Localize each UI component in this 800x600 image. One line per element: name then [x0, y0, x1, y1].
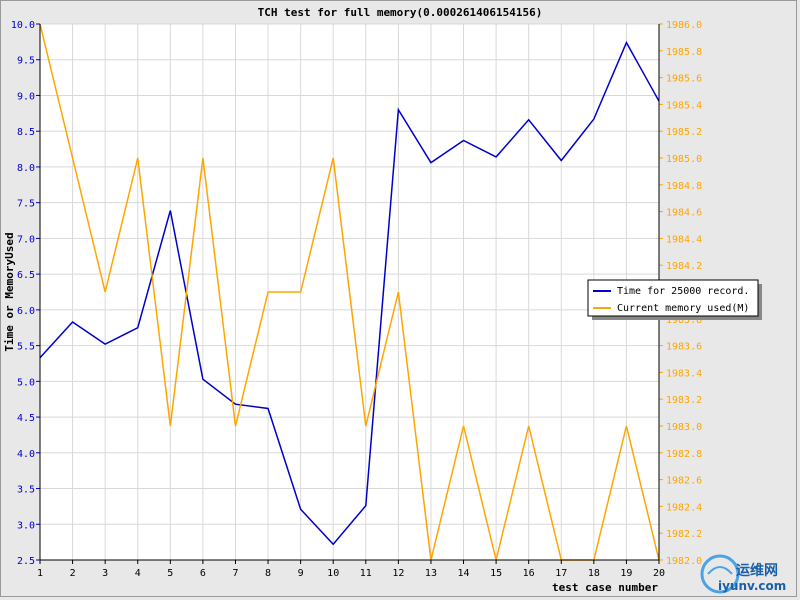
left-tick-label: 5.5 [17, 342, 35, 353]
right-tick-label: 1982.2 [666, 529, 702, 540]
x-tick-label: 13 [425, 568, 437, 579]
right-tick-label: 1985.0 [666, 154, 702, 165]
watermark-logo-icon [700, 554, 740, 594]
x-tick-label: 17 [555, 568, 567, 579]
right-tick-label: 1983.0 [666, 422, 702, 433]
left-tick-label: 7.0 [17, 234, 35, 245]
right-tick-label: 1983.8 [666, 315, 702, 326]
x-tick-label: 10 [327, 568, 339, 579]
right-tick-label: 1983.2 [666, 395, 702, 406]
right-tick-label: 1982.8 [666, 449, 702, 460]
left-tick-label: 3.5 [17, 485, 35, 496]
right-tick-label: 1984.6 [666, 208, 702, 219]
x-tick-label: 7 [232, 568, 238, 579]
left-tick-label: 3.0 [17, 520, 35, 531]
left-tick-label: 5.0 [17, 377, 35, 388]
x-tick-label: 19 [620, 568, 632, 579]
left-tick-label: 9.0 [17, 91, 35, 102]
x-tick-label: 18 [588, 568, 600, 579]
right-tick-label: 1984.4 [666, 234, 702, 245]
right-tick-label: 1986.0 [666, 20, 702, 31]
right-tick-label: 1982.6 [666, 476, 702, 487]
x-axis-label: test case number [552, 581, 658, 594]
right-tick-label: 1985.2 [666, 127, 702, 138]
x-tick-label: 20 [653, 568, 665, 579]
x-tick-label: 14 [458, 568, 470, 579]
right-tick-label: 1984.2 [666, 261, 702, 272]
x-tick-label: 12 [392, 568, 404, 579]
x-tick-label: 16 [523, 568, 535, 579]
series-line-time [39, 40, 660, 546]
grid-lines [39, 23, 660, 561]
x-tick-label: 9 [298, 568, 304, 579]
y-axis-label: Time or MemoryUsed [3, 232, 16, 351]
right-tick-label: 1985.4 [666, 100, 702, 111]
x-tick-label: 1 [37, 568, 43, 579]
left-tick-label: 4.0 [17, 449, 35, 460]
x-tick-label: 2 [70, 568, 76, 579]
left-tick-label: 6.5 [17, 270, 35, 281]
x-tick-label: 4 [135, 568, 141, 579]
series-layer [39, 23, 660, 561]
x-tick-label: 5 [167, 568, 173, 579]
x-tick-label: 11 [360, 568, 372, 579]
left-tick-label: 2.5 [17, 556, 35, 567]
left-tick-label: 9.5 [17, 56, 35, 67]
left-tick-label: 8.5 [17, 127, 35, 138]
left-tick-label: 4.5 [17, 413, 35, 424]
right-tick-label: 1983.6 [666, 342, 702, 353]
left-tick-label: 8.0 [17, 163, 35, 174]
series-line-memory [39, 23, 660, 561]
right-tick-label: 1985.6 [666, 74, 702, 85]
left-axis-ticks: 2.5 3.0 3.5 4.0 4.5 5.0 5.5 6.0 6.5 7.0 7.5 8.0 8.5 9… [11, 20, 41, 567]
legend: Time for 25000 record. Current memory us… [587, 279, 762, 320]
chart-title: TCH test for full memory(0.0002614061541… [258, 6, 543, 19]
x-tick-label: 15 [490, 568, 502, 579]
left-tick-label: 7.5 [17, 199, 35, 210]
x-axis-ticks: 1 2 3 4 5 6 7 8 9 10 11 12 13 14 15 16 17 18 19 20 [37, 559, 665, 579]
right-tick-label: 1984.8 [666, 181, 702, 192]
legend-label-memory: Current memory used(M) [617, 303, 749, 314]
legend-label-time: Time for 25000 record. [617, 286, 749, 297]
right-tick-label: 1985.8 [666, 47, 702, 58]
left-tick-label: 6.0 [17, 306, 35, 317]
x-tick-label: 8 [265, 568, 271, 579]
right-tick-label: 1983.4 [666, 368, 702, 379]
right-tick-label: 1982.0 [666, 556, 702, 567]
x-tick-label: 6 [200, 568, 206, 579]
right-tick-label: 1982.4 [666, 502, 702, 513]
watermark: 运维网 iyunv.com [700, 554, 786, 594]
legend-box [587, 279, 759, 317]
watermark-url-text: iyunv.com [718, 579, 786, 593]
watermark-logo-arc [707, 566, 733, 575]
x-tick-label: 3 [102, 568, 108, 579]
left-tick-label: 10.0 [11, 20, 35, 31]
watermark-cn-text: 运维网 [736, 562, 778, 579]
